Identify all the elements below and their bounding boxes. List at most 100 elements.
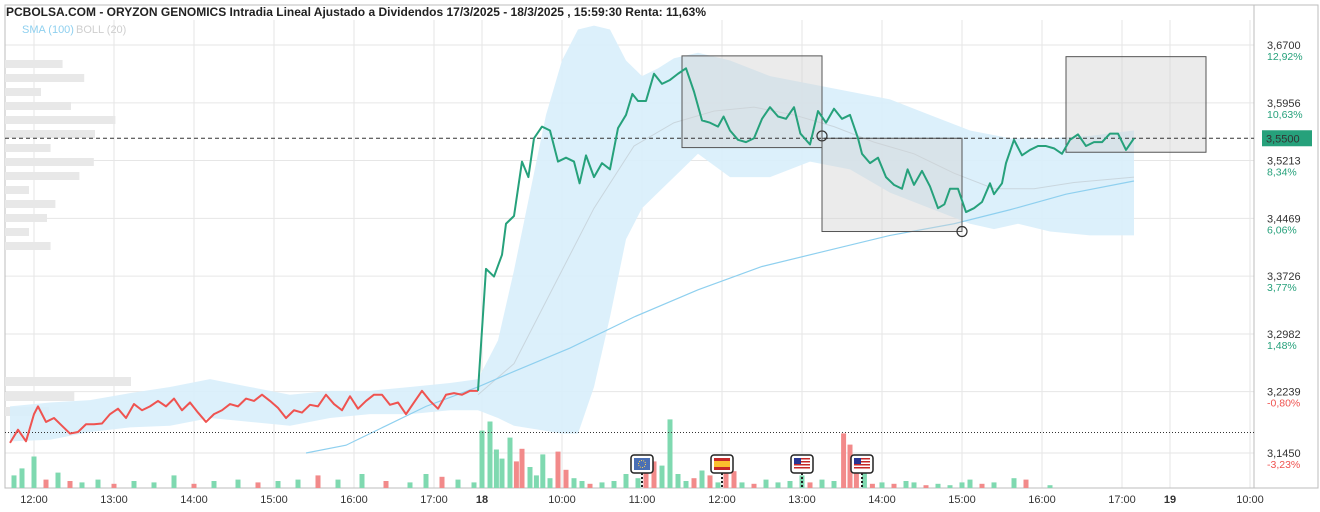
- time-tick-label: 14:00: [180, 494, 208, 506]
- volume-bar: [683, 481, 689, 488]
- price-line-day2: [477, 67, 1135, 391]
- volume-bar: [731, 471, 737, 488]
- volume-bar: [847, 444, 853, 488]
- volume-bar: [667, 419, 673, 488]
- legend-sma[interactable]: SMA (100): [22, 24, 74, 36]
- volume-bar: [191, 483, 197, 488]
- volume-bar: [151, 482, 157, 488]
- time-tick-label: 10:00: [548, 494, 576, 506]
- price-line-day1: [9, 389, 478, 444]
- price-tick-label: 3,5956: [1267, 98, 1301, 110]
- profile-bar: [5, 214, 47, 222]
- marker-circle: [956, 225, 968, 238]
- event-flags[interactable]: [630, 454, 874, 488]
- profile-bar: [5, 88, 41, 96]
- volume-bar: [519, 448, 525, 488]
- volume-profile: [5, 60, 131, 416]
- us-flag-stripe: [794, 467, 810, 469]
- volume-bar: [315, 475, 321, 488]
- volume-bar: [911, 482, 917, 488]
- profile-bar: [5, 242, 51, 250]
- volume-bar: [487, 421, 493, 488]
- volume-bar: [751, 483, 757, 488]
- volume-bar: [19, 468, 25, 488]
- volume-bar: [1011, 478, 1017, 488]
- profile-bar: [5, 158, 94, 166]
- volume-bar: [455, 479, 461, 488]
- time-tick-label: 12:00: [20, 494, 48, 506]
- percent-tick-label: 6,06%: [1267, 224, 1297, 236]
- volume-bar: [507, 437, 513, 488]
- time-tick-label: 19: [1164, 494, 1176, 506]
- percent-tick-label: 12,92%: [1267, 51, 1303, 63]
- volume-bar: [611, 481, 617, 488]
- time-tick-label: 17:00: [1108, 494, 1136, 506]
- volume-bar: [540, 454, 546, 488]
- percent-tick-label: 3,77%: [1267, 282, 1297, 294]
- volume-bar: [699, 470, 705, 488]
- volume-bar: [675, 474, 681, 488]
- volume-bar: [879, 482, 885, 488]
- time-tick-label: 17:00: [420, 494, 448, 506]
- percent-tick-label: 1,48%: [1267, 340, 1297, 352]
- price-tick-label: 3,4469: [1267, 213, 1301, 225]
- price-tick-label: 3,6700: [1267, 40, 1301, 52]
- time-tick-label: 10:00: [1236, 494, 1264, 506]
- volume-bar: [131, 481, 137, 488]
- volume-bar: [513, 461, 519, 488]
- profile-bar: [5, 200, 56, 208]
- sma100-line: [305, 180, 1135, 454]
- volume-bar: [903, 481, 909, 488]
- us-flag-stripe: [794, 458, 810, 460]
- volume-bar: [891, 483, 897, 488]
- volume-bar: [643, 470, 649, 488]
- volume-bar: [623, 474, 629, 488]
- range-box[interactable]: [821, 137, 963, 233]
- volume-bar: [335, 479, 341, 488]
- us-flag-stripe: [794, 461, 810, 463]
- time-tick-label: 14:00: [868, 494, 896, 506]
- volume-bar: [923, 485, 929, 488]
- volume-bar: [869, 483, 875, 488]
- time-tick-label: 11:00: [629, 494, 656, 506]
- legend-boll[interactable]: BOLL (20): [76, 24, 126, 36]
- volume-bar: [579, 481, 585, 488]
- profile-bar: [5, 116, 116, 124]
- volume-bar: [635, 478, 641, 488]
- volume-bar: [1047, 485, 1053, 488]
- volume-bar: [383, 481, 389, 488]
- volume-bar: [979, 483, 985, 488]
- volume-bar: [439, 476, 445, 488]
- time-tick-label: 12:00: [708, 494, 736, 506]
- drawing-boxes[interactable]: [681, 55, 1207, 233]
- chart-title: PCBOLSA.COM - ORYZON GENOMICS Intradia L…: [6, 5, 706, 19]
- volume-bar: [775, 482, 781, 488]
- price-tick-label: 3,2982: [1267, 329, 1301, 341]
- es-flag-band: [714, 461, 730, 467]
- profile-bar: [5, 60, 63, 68]
- range-box[interactable]: [1065, 56, 1207, 153]
- volume-bar: [533, 475, 539, 488]
- volume-bars: [11, 419, 1053, 488]
- profile-bar: [5, 186, 29, 194]
- volume-bar: [715, 482, 721, 488]
- volume-bar: [255, 482, 261, 488]
- volume-bar: [55, 472, 61, 488]
- volume-bar: [841, 433, 847, 488]
- time-tick-label: 16:00: [1028, 494, 1056, 506]
- time-tick-label: 16:00: [340, 494, 368, 506]
- us-flag-stripe: [854, 458, 870, 460]
- volume-bar: [659, 465, 665, 488]
- us-flag-stripe: [854, 461, 870, 463]
- percent-tick-label: 8,34%: [1267, 167, 1297, 179]
- volume-bar: [707, 475, 713, 488]
- current-price-badge: [1262, 130, 1312, 147]
- us-flag-canton: [794, 458, 801, 464]
- volume-bar: [471, 482, 477, 488]
- range-box[interactable]: [681, 55, 823, 149]
- volume-bar: [587, 483, 593, 488]
- time-tick-label: 18: [476, 494, 488, 506]
- volume-bar: [807, 482, 813, 488]
- us-flag-canton: [854, 458, 861, 464]
